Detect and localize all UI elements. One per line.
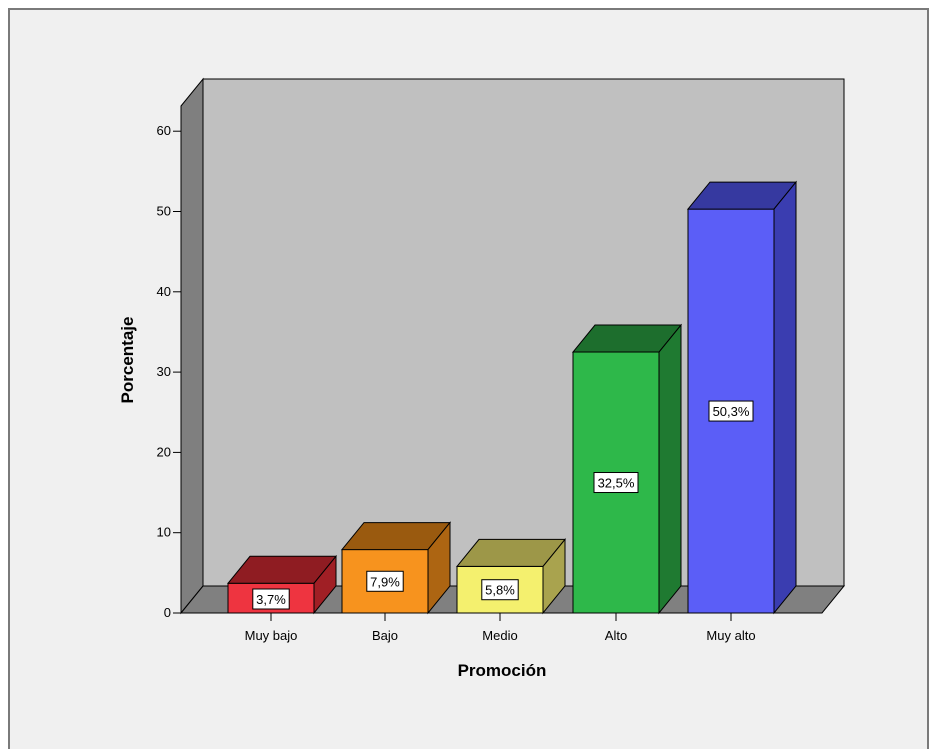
x-tick-label: Alto <box>605 628 627 643</box>
bar-side <box>773 180 797 615</box>
y-tick-label: 60 <box>157 123 171 138</box>
data-label: 7,9% <box>370 574 400 589</box>
data-label-box <box>708 400 754 422</box>
data-label: 3,7% <box>256 592 286 607</box>
y-axis-title: Porcentaje <box>118 317 137 404</box>
bars: 3,7% 7,9% 5,8% 32,5% 50,3% <box>226 180 798 615</box>
bar: 50,3% <box>686 180 798 615</box>
data-label: 32,5% <box>598 476 635 491</box>
y-tick-label: 30 <box>157 364 171 379</box>
data-label-box <box>252 588 290 610</box>
data-label: 50,3% <box>713 404 750 419</box>
x-tick-label: Muy alto <box>706 628 755 643</box>
y-tick-label: 50 <box>157 204 171 219</box>
data-label-box <box>593 472 639 494</box>
y-tick-label: 40 <box>157 284 171 299</box>
data-label-box <box>366 570 404 592</box>
bar-side <box>658 323 682 615</box>
bar: 32,5% <box>571 323 683 615</box>
x-tick-label: Bajo <box>372 628 398 643</box>
bar-side <box>313 554 337 615</box>
side-wall <box>180 77 204 615</box>
y-tick-label: 20 <box>157 444 171 459</box>
bar: 7,9% <box>340 521 452 615</box>
x-axis: Muy bajo Bajo Medio Alto Muy alto <box>245 613 756 643</box>
data-label-box <box>481 579 519 601</box>
x-axis-title: Promoción <box>458 661 547 680</box>
y-tick-label: 0 <box>164 605 171 620</box>
y-tick-label: 10 <box>157 525 171 540</box>
bar: 3,7% <box>226 554 338 615</box>
bar-side <box>542 538 566 615</box>
x-tick-label: Muy bajo <box>245 628 298 643</box>
bar-side <box>427 521 451 615</box>
x-tick-label: Medio <box>482 628 517 643</box>
y-axis: 0 10 20 30 40 50 60 <box>157 123 181 620</box>
data-label: 5,8% <box>485 583 515 598</box>
bar: 5,8% <box>455 538 567 615</box>
